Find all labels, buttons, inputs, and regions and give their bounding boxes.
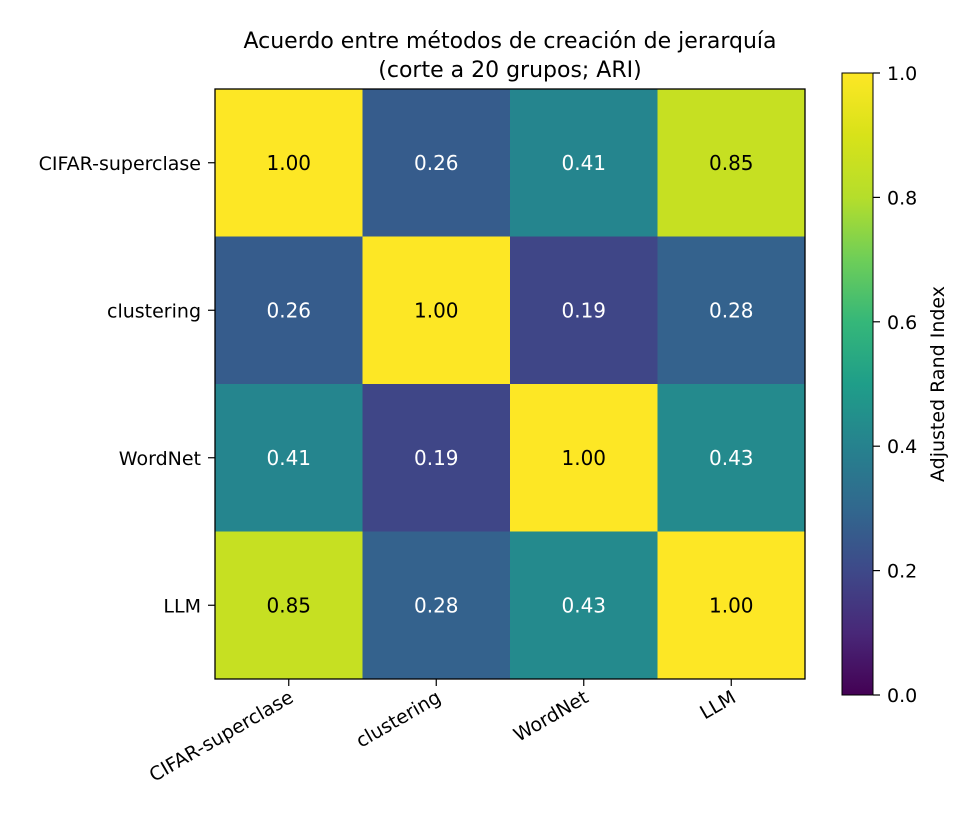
x-tick-label: WordNet	[510, 686, 592, 746]
y-tick-label: LLM	[163, 595, 201, 617]
cell-value-label: 0.19	[561, 298, 606, 322]
x-tick-label: CIFAR-superclase	[146, 686, 298, 786]
cell-value-label: 0.28	[709, 298, 754, 322]
colorbar-tick-label: 0.0	[887, 685, 917, 707]
heatmap-cell	[657, 531, 806, 680]
cell-value-label: 1.00	[709, 593, 754, 617]
heatmap-cell	[657, 236, 806, 385]
cell-value-label: 0.19	[414, 446, 459, 470]
heatmap-cell	[362, 384, 511, 532]
colorbar-tick-label: 1.0	[887, 63, 917, 85]
y-tick-label: CIFAR-superclase	[39, 153, 201, 175]
heatmap-cell	[362, 89, 511, 237]
colorbar-ticks: 0.0 0.2 0.4 0.6 0.8 1.0	[873, 63, 917, 707]
colorbar-tick-label: 0.8	[887, 187, 917, 209]
heatmap-cell	[215, 384, 363, 532]
cell-value-label: 0.28	[414, 593, 459, 617]
heatmap-cell	[215, 236, 363, 385]
heatmap-cell	[510, 531, 658, 680]
colorbar: 0.0 0.2 0.4 0.6 0.8 1.0 Adjusted Rand Index	[841, 63, 949, 707]
heatmap-cell	[510, 236, 658, 385]
heatmap-cells	[215, 89, 806, 680]
colorbar-tick-label: 0.6	[887, 312, 917, 334]
x-tick-label: clustering	[352, 686, 444, 752]
colorbar-tick-label: 0.2	[887, 561, 917, 583]
cell-annotations: 1.00 0.26 0.41 0.85 0.26 1.00 0.19 0.28 0.41 0.19…	[266, 151, 753, 618]
y-tick-label: WordNet	[119, 448, 201, 470]
heatmap-cell	[362, 531, 511, 680]
cell-value-label: 1.00	[414, 298, 459, 322]
chart-title-line-2: (corte a 20 grupos; ARI)	[378, 58, 641, 83]
cell-value-label: 1.00	[561, 446, 606, 470]
heatmap-cell	[362, 236, 511, 385]
cell-value-label: 0.26	[266, 298, 311, 322]
heatmap-cell	[215, 89, 363, 237]
cell-value-label: 0.26	[414, 151, 459, 175]
chart-title-line-1: Acuerdo entre métodos de creación de jer…	[243, 29, 776, 54]
cell-value-label: 0.85	[266, 593, 311, 617]
heatmap-cell	[657, 384, 806, 532]
cell-value-label: 0.43	[709, 446, 754, 470]
heatmap-cell	[657, 89, 806, 237]
x-tick-label: LLM	[696, 686, 740, 724]
cell-value-label: 0.85	[709, 151, 754, 175]
colorbar-label: Adjusted Rand Index	[927, 286, 949, 482]
cell-value-label: 0.41	[561, 151, 606, 175]
colorbar-tick-label: 0.4	[887, 436, 917, 458]
heatmap-cell	[215, 531, 363, 680]
cell-value-label: 0.41	[266, 446, 311, 470]
y-tick-label: clustering	[107, 300, 201, 322]
cell-value-label: 0.43	[561, 593, 606, 617]
cell-value-label: 1.00	[266, 151, 311, 175]
heatmap-cell	[510, 89, 658, 237]
colorbar-gradient	[841, 72, 874, 696]
heatmap-cell	[510, 384, 658, 532]
plot-frame	[214, 88, 806, 680]
